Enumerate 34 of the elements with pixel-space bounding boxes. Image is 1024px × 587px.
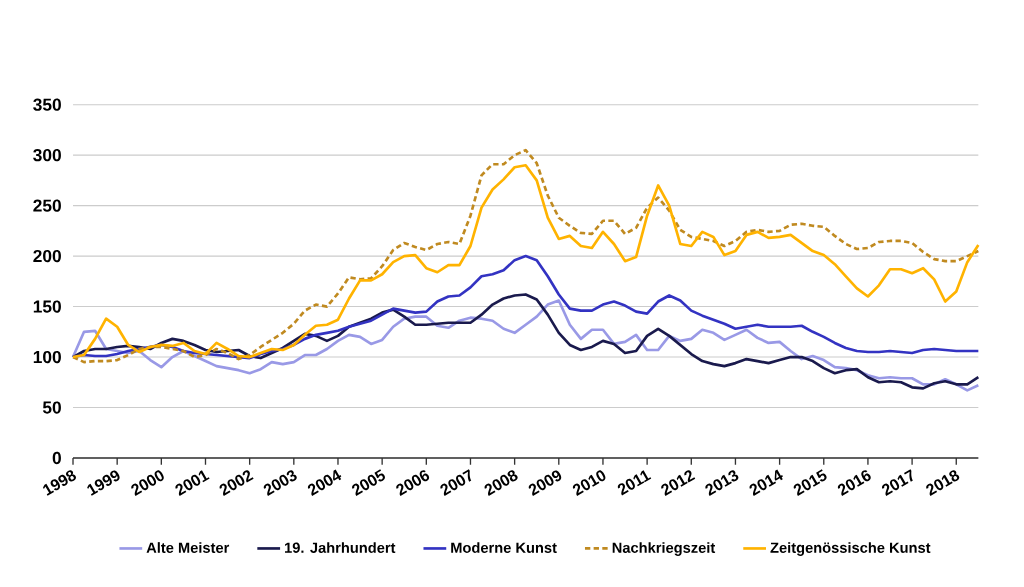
x-tick-label: 2013 xyxy=(705,470,739,496)
x-tick-label: 2010 xyxy=(572,470,606,496)
x-tick-label: 2002 xyxy=(219,470,254,496)
y-tick-label: 150 xyxy=(33,300,61,313)
x-tick-label: 2005 xyxy=(352,469,386,496)
x-tick-label: 2017 xyxy=(881,469,913,496)
x-tick-label: 2011 xyxy=(617,470,652,496)
x-tick-label: 2009 xyxy=(528,470,562,496)
x-tick-label: 2015 xyxy=(793,469,827,496)
y-tick-label: 100 xyxy=(33,350,61,364)
y-tick-label: 200 xyxy=(33,249,61,263)
legend-label: Nachkriegszeit xyxy=(612,542,716,556)
x-tick-label: 2001 xyxy=(175,470,210,496)
x-tick-label: 1998 xyxy=(43,470,77,496)
y-tick-label: 50 xyxy=(42,401,61,414)
y-tick-label: 0 xyxy=(52,451,61,465)
legend-label: 19. Jahrhundert xyxy=(285,542,396,553)
x-tick-label: 2007 xyxy=(440,469,472,496)
legend-label: Alte Meister xyxy=(146,542,230,553)
legend-label: Moderne Kunst xyxy=(451,542,557,553)
x-tick-label: 2012 xyxy=(661,470,696,496)
y-tick-label: 250 xyxy=(33,199,61,212)
x-tick-label: 2014 xyxy=(749,469,783,496)
y-tick-label: 350 xyxy=(33,98,61,111)
x-tick-label: 2006 xyxy=(396,470,430,496)
x-tick-label: 1999 xyxy=(87,470,120,496)
x-tick-label: 2018 xyxy=(926,470,960,496)
x-tick-label: 2000 xyxy=(131,470,164,496)
x-tick-label: 2016 xyxy=(837,470,871,496)
x-tick-label: 2008 xyxy=(484,470,518,496)
y-tick-label: 300 xyxy=(33,148,61,162)
legend-label: Zeitgenössische Kunst xyxy=(770,542,931,556)
x-tick-label: 2004 xyxy=(307,469,342,496)
x-tick-label: 2003 xyxy=(263,470,297,496)
